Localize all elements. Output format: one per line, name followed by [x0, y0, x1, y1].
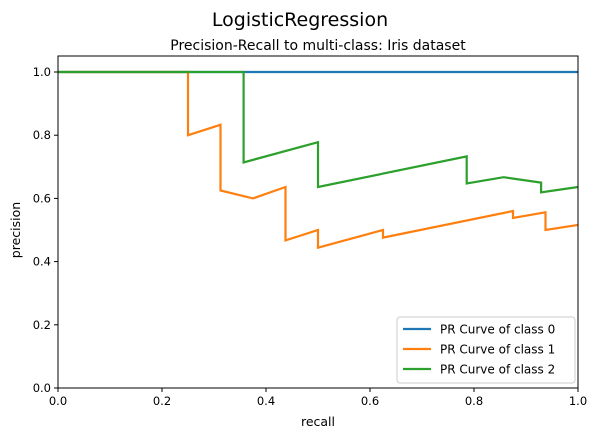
x-tick-label: 0.0 — [49, 394, 67, 408]
y-tick-label: 0.2 — [33, 318, 51, 332]
y-axis-label: precision — [8, 202, 23, 258]
series-line-2 — [58, 70, 579, 194]
x-tick-label: 1.0 — [569, 394, 587, 408]
legend: PR Curve of class 0 PR Curve of class 1 PR… — [396, 316, 576, 384]
y-tick-label: 0.6 — [33, 191, 51, 205]
legend-label-1: PR Curve of class 1 — [440, 343, 555, 357]
x-axis-label: recall — [301, 414, 335, 429]
plot-frame — [57, 55, 579, 389]
series-line-1 — [58, 70, 579, 250]
chart-title: Precision-Recall to multi-class: Iris da… — [170, 38, 466, 54]
x-tick-label: 0.6 — [361, 394, 379, 408]
x-tick-label: 0.4 — [257, 394, 275, 408]
axis-ticks: 0.0 0.2 0.4 0.6 0.8 1.0 0.0 0.2 0.4 0.6 0.8 1.0 — [33, 65, 587, 408]
chart-suptitle: LogisticRegression — [212, 9, 388, 31]
y-tick-label: 0.4 — [33, 255, 51, 269]
y-tick-label: 1.0 — [33, 65, 51, 79]
legend-label-2: PR Curve of class 2 — [440, 363, 555, 377]
y-tick-label: 0.8 — [33, 128, 51, 142]
x-tick-label: 0.2 — [153, 394, 171, 408]
y-tick-label: 0.0 — [33, 381, 51, 395]
series-lines — [58, 70, 579, 250]
legend-label-0: PR Curve of class 0 — [440, 323, 555, 337]
legend-box — [396, 316, 576, 384]
x-tick-label: 0.8 — [465, 394, 483, 408]
